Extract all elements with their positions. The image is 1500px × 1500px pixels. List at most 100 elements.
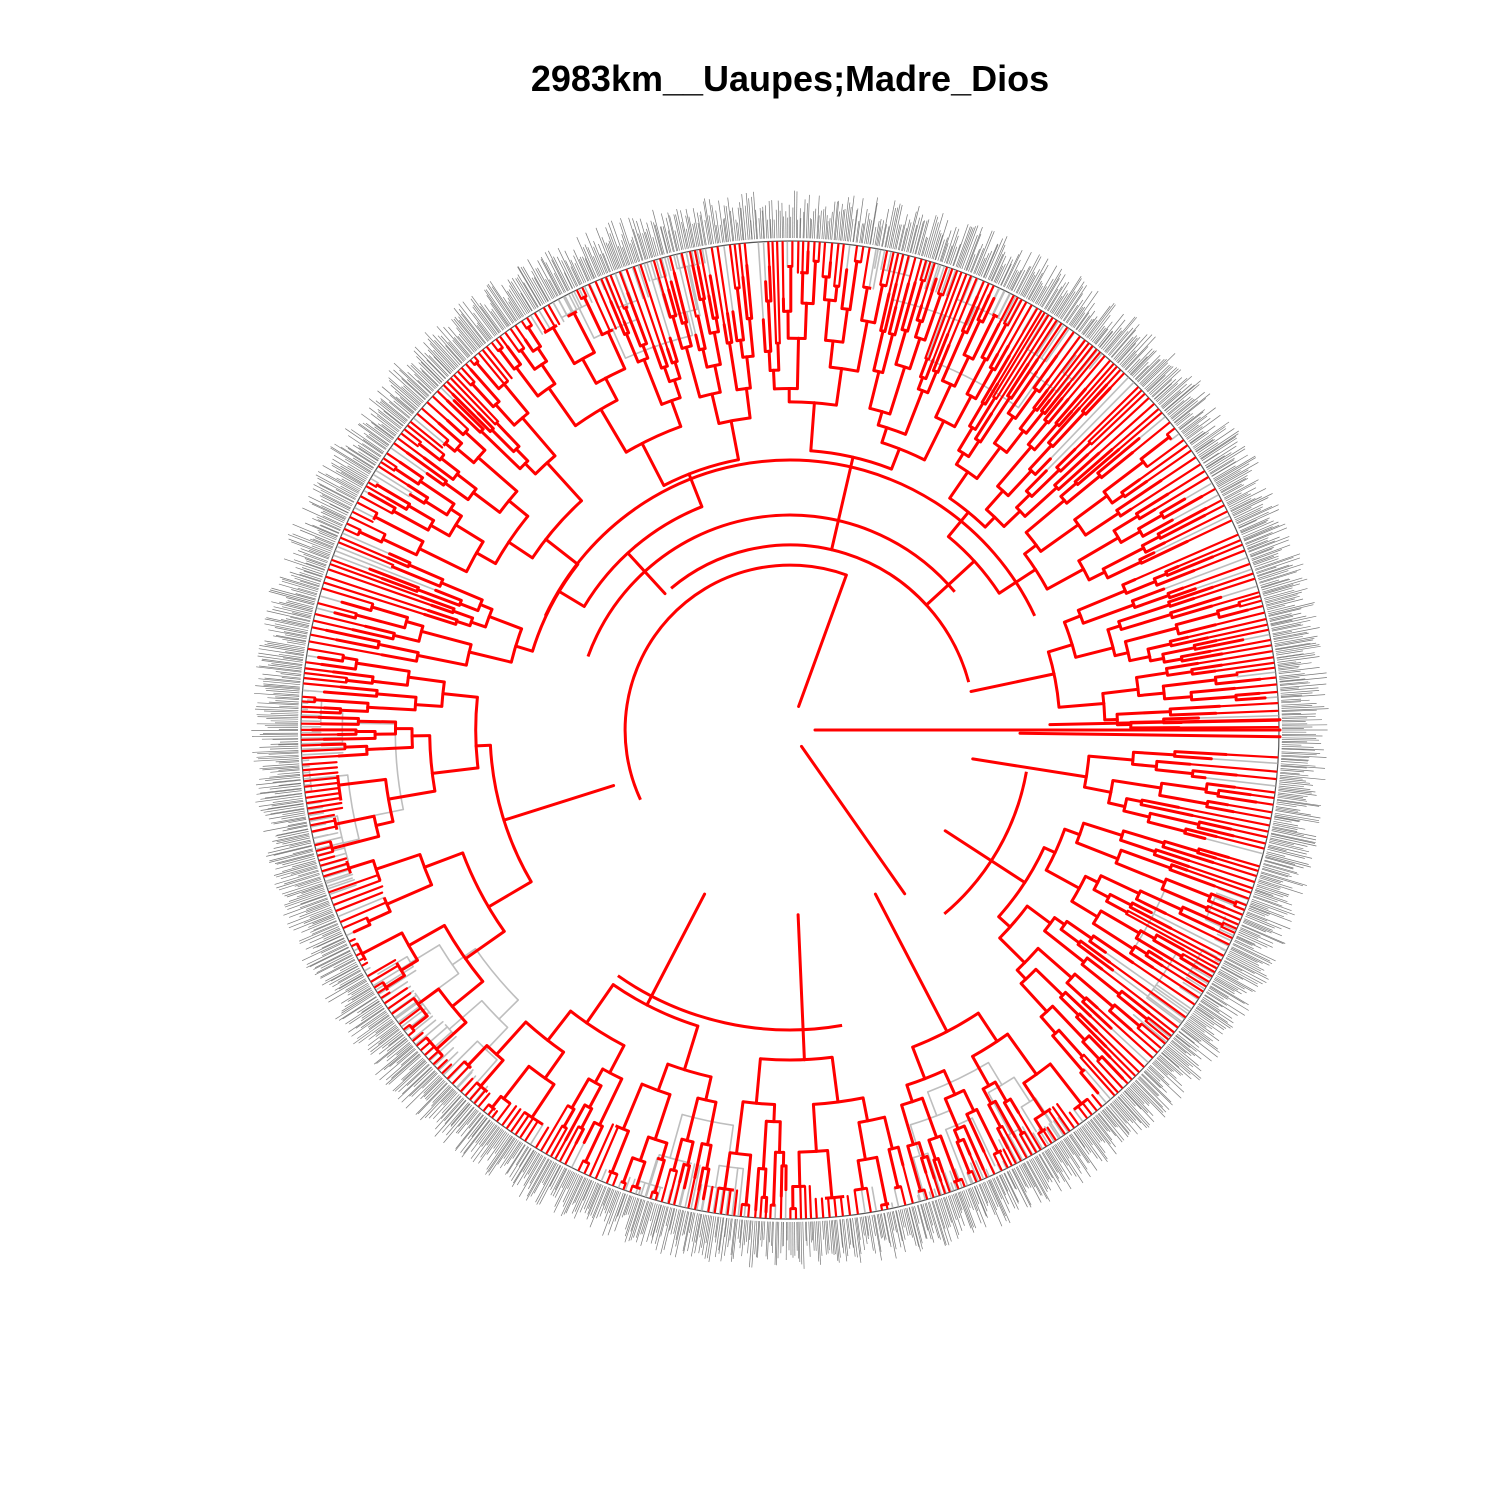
- tip-label: [1279, 672, 1327, 679]
- tip-label: [274, 623, 309, 632]
- tip-label: [983, 244, 999, 278]
- highlighted-node-arc: [1022, 1062, 1052, 1085]
- highlighted-branch: [754, 1167, 761, 1212]
- highlighted-branch: [1183, 831, 1207, 840]
- tip-label: [1201, 437, 1237, 462]
- highlighted-terminal-branch: [589, 1123, 615, 1177]
- highlighted-branch: [1057, 451, 1101, 491]
- tip-label: [361, 1000, 380, 1013]
- tip-label: [1216, 470, 1241, 485]
- tip-label: [922, 237, 928, 257]
- right-arc: [943, 771, 1028, 916]
- highlighted-branch: [392, 633, 421, 643]
- tip-label: [257, 756, 299, 760]
- background-terminal-branch: [950, 1182, 955, 1191]
- highlighted-branch: [1043, 397, 1064, 422]
- tip-label: [1195, 439, 1215, 453]
- highlighted-terminal-branch: [335, 891, 384, 912]
- highlighted-branch: [983, 382, 999, 406]
- tip-label: [836, 1219, 841, 1258]
- tip-label: [1247, 909, 1266, 917]
- tip-label: [393, 369, 427, 400]
- tip-label: [394, 391, 417, 411]
- highlighted-branch: [745, 355, 752, 390]
- tip-label: [1255, 887, 1284, 898]
- highlighted-branch: [502, 382, 530, 415]
- highlighted-node-arc: [912, 1011, 980, 1049]
- tip-label: [424, 352, 448, 377]
- tip-label: [781, 202, 783, 239]
- highlighted-branch: [386, 556, 410, 569]
- tip-label: [348, 435, 381, 458]
- highlighted-terminal-branch: [328, 873, 380, 894]
- tip-label: [417, 1083, 448, 1115]
- tip-label: [607, 1192, 624, 1236]
- highlighted-branch: [701, 1167, 711, 1201]
- highlighted-branch: [584, 1124, 604, 1164]
- tip-label: [278, 653, 304, 659]
- tip-label: [314, 949, 351, 969]
- tip-label: [480, 306, 500, 333]
- background-terminal-branch: [655, 259, 663, 279]
- tip-label: [377, 390, 411, 418]
- tip-label: [1181, 416, 1201, 433]
- tip-label: [659, 226, 668, 254]
- highlighted-node-arc: [991, 313, 999, 319]
- highlighted-terminal-branch: [526, 317, 533, 327]
- tip-label: [869, 197, 878, 245]
- tip-label: [912, 214, 924, 254]
- highlighted-terminal-branch: [412, 1031, 424, 1042]
- tip-label: [1032, 285, 1044, 303]
- highlighted-terminal-branch: [946, 275, 972, 336]
- highlighted-branch: [1123, 626, 1179, 644]
- tip-label: [1133, 1082, 1164, 1113]
- highlighted-node-arc: [760, 1055, 833, 1062]
- tip-label: [1095, 1115, 1108, 1132]
- tip-label: [1064, 1138, 1091, 1178]
- background-branch: [912, 1156, 925, 1195]
- highlighted-terminal-branch: [491, 1110, 499, 1119]
- tip-label: [809, 218, 811, 239]
- tip-label: [1087, 302, 1115, 339]
- highlighted-terminal-branch: [450, 377, 497, 426]
- tip-label: [260, 787, 302, 794]
- tip-label: [1152, 379, 1173, 398]
- tip-label: [912, 1206, 923, 1244]
- highlighted-node-arc: [488, 745, 533, 883]
- highlighted-node-arc: [632, 1156, 646, 1164]
- highlighted-branch: [1125, 797, 1144, 804]
- tip-label: [894, 224, 901, 250]
- background-branch: [987, 1061, 1003, 1086]
- highlighted-terminal-branch: [1214, 856, 1259, 872]
- tip-label: [1088, 304, 1116, 340]
- tip-label: [853, 208, 859, 243]
- background-terminal-branch: [1155, 983, 1192, 1010]
- tip-label: [682, 1211, 689, 1236]
- highlighted-terminal-branch: [1182, 948, 1218, 970]
- highlighted-node-arc: [428, 735, 437, 792]
- tip-label: [966, 233, 982, 271]
- tip-label: [1263, 863, 1298, 874]
- highlighted-terminal-branch: [482, 349, 509, 383]
- tip-label: [1275, 807, 1298, 812]
- background-terminal-branch: [1138, 416, 1166, 440]
- tip-label: [628, 217, 643, 261]
- tip-label: [322, 943, 348, 957]
- highlighted-terminal-branch: [352, 511, 374, 523]
- background-terminal-branch: [933, 1188, 938, 1197]
- tip-label: [1242, 521, 1279, 538]
- highlighted-node-arc: [1101, 568, 1110, 579]
- tip-label: [1069, 307, 1084, 326]
- tip-label: [1143, 1071, 1161, 1089]
- tip-label: [673, 1209, 680, 1234]
- highlighted-terminal-branch: [1192, 577, 1256, 600]
- tip-label: [334, 973, 364, 991]
- tip-label: [259, 665, 302, 672]
- tip-label: [856, 198, 864, 243]
- tip-label: [797, 1221, 799, 1259]
- tip-label: [729, 210, 735, 242]
- tip-label: [604, 1189, 615, 1214]
- highlighted-branch: [354, 661, 411, 673]
- highlighted-branch: [739, 338, 745, 359]
- tip-label: [833, 201, 838, 241]
